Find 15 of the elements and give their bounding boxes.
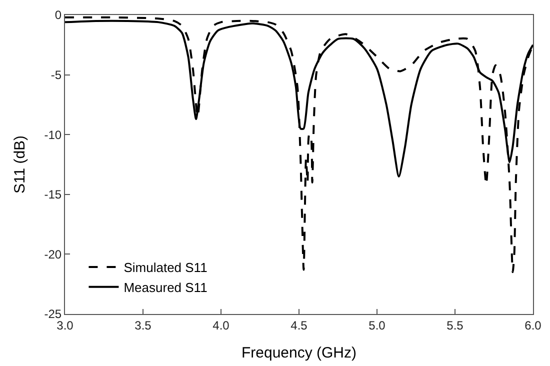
x-tick-label: 4.0: [212, 318, 230, 332]
x-tick-label: 5.5: [446, 318, 464, 332]
x-tick-label: 5.0: [368, 318, 386, 332]
x-tick-label: 3.5: [134, 318, 152, 332]
y-tick-label: -20: [44, 247, 62, 262]
y-tick-label: 0: [54, 8, 62, 22]
y-axis-title: S11 (dB): [12, 135, 29, 194]
y-tick-label: -5: [50, 68, 62, 82]
legend-label: Measured S11: [124, 280, 208, 295]
y-tick-label: -15: [44, 188, 62, 202]
y-tick-label: -10: [44, 128, 62, 142]
x-tick-label: 4.5: [290, 318, 308, 332]
legend-label: Simulated S11: [124, 260, 208, 276]
x-axis-title: Frequency (GHz): [241, 344, 357, 362]
x-tick-label: 6.0: [524, 318, 542, 332]
